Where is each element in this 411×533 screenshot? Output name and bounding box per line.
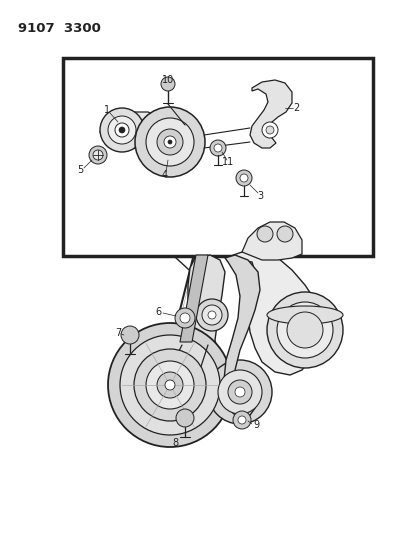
Circle shape [168, 140, 172, 144]
Circle shape [89, 146, 107, 164]
Polygon shape [180, 255, 208, 342]
Circle shape [233, 411, 251, 429]
Bar [63, 58, 373, 256]
Circle shape [210, 140, 226, 156]
Text: 7: 7 [115, 328, 121, 338]
Circle shape [146, 118, 194, 166]
Circle shape [164, 136, 176, 148]
Text: 2: 2 [293, 103, 299, 113]
Circle shape [202, 305, 222, 325]
Circle shape [218, 370, 262, 414]
Circle shape [236, 170, 252, 186]
Circle shape [208, 311, 216, 319]
Polygon shape [250, 80, 292, 148]
Circle shape [176, 409, 194, 427]
Circle shape [180, 313, 190, 323]
Text: 1: 1 [104, 105, 110, 115]
Text: 11: 11 [222, 157, 234, 167]
Circle shape [266, 126, 274, 134]
Circle shape [208, 360, 272, 424]
Circle shape [196, 299, 228, 331]
Text: 10: 10 [162, 75, 174, 85]
Circle shape [277, 302, 333, 358]
Circle shape [100, 108, 144, 152]
Circle shape [175, 308, 195, 328]
Circle shape [93, 150, 103, 160]
Circle shape [228, 380, 252, 404]
Text: 9: 9 [253, 420, 259, 430]
Circle shape [238, 416, 246, 424]
Polygon shape [242, 222, 302, 260]
Ellipse shape [267, 306, 343, 324]
Polygon shape [224, 255, 260, 418]
Polygon shape [188, 255, 250, 412]
Circle shape [267, 292, 343, 368]
Circle shape [262, 122, 278, 138]
Circle shape [257, 226, 273, 242]
Circle shape [214, 144, 222, 152]
Circle shape [120, 335, 220, 435]
Text: 6: 6 [155, 307, 161, 317]
Circle shape [121, 326, 139, 344]
Text: 5: 5 [77, 165, 83, 175]
Circle shape [157, 372, 183, 398]
Text: 8: 8 [172, 438, 178, 448]
Circle shape [146, 361, 194, 409]
Circle shape [240, 174, 248, 182]
Polygon shape [100, 112, 172, 150]
Polygon shape [225, 252, 320, 375]
Text: 4: 4 [162, 170, 168, 180]
Circle shape [157, 129, 183, 155]
Circle shape [287, 312, 323, 348]
Circle shape [135, 107, 205, 177]
Circle shape [235, 387, 245, 397]
Circle shape [108, 323, 232, 447]
Circle shape [165, 380, 175, 390]
Circle shape [115, 123, 129, 137]
Text: 9107  3300: 9107 3300 [18, 22, 101, 35]
Circle shape [119, 127, 125, 133]
Circle shape [108, 116, 136, 144]
Circle shape [134, 349, 206, 421]
Circle shape [161, 77, 175, 91]
Circle shape [277, 226, 293, 242]
Text: 3: 3 [257, 191, 263, 201]
